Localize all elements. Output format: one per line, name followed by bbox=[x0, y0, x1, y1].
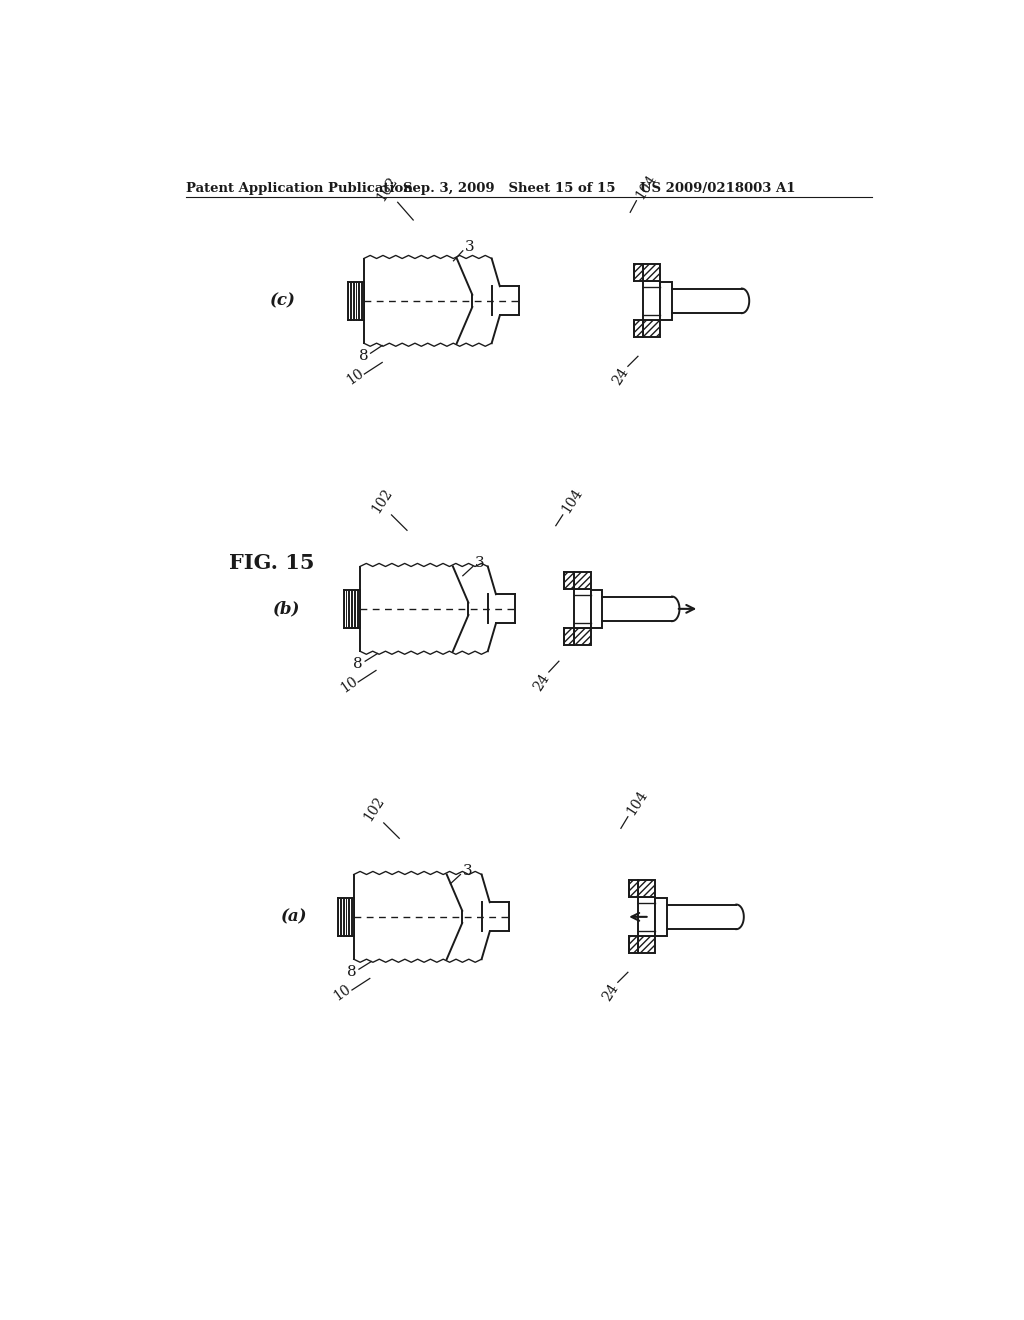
Text: 8: 8 bbox=[347, 965, 356, 979]
Text: 24: 24 bbox=[530, 671, 552, 693]
Bar bbox=[655, 898, 667, 936]
Bar bbox=[638, 898, 655, 936]
Text: 104: 104 bbox=[633, 172, 658, 202]
Polygon shape bbox=[564, 573, 573, 589]
Text: 8: 8 bbox=[358, 350, 369, 363]
Bar bbox=[643, 281, 660, 321]
Polygon shape bbox=[638, 880, 655, 898]
Text: 102: 102 bbox=[375, 174, 400, 205]
Polygon shape bbox=[638, 936, 655, 953]
Text: 102: 102 bbox=[369, 486, 395, 516]
Text: (c): (c) bbox=[270, 292, 296, 309]
Text: (b): (b) bbox=[273, 601, 301, 618]
Polygon shape bbox=[629, 936, 638, 953]
Polygon shape bbox=[564, 628, 573, 645]
Polygon shape bbox=[634, 321, 643, 338]
Text: 3: 3 bbox=[463, 863, 472, 878]
Text: 104: 104 bbox=[559, 486, 585, 516]
Text: FIG. 15: FIG. 15 bbox=[228, 553, 314, 573]
Text: Sep. 3, 2009   Sheet 15 of 15: Sep. 3, 2009 Sheet 15 of 15 bbox=[403, 182, 615, 194]
Polygon shape bbox=[629, 880, 638, 898]
Text: 3: 3 bbox=[465, 240, 475, 253]
Bar bbox=[660, 281, 672, 321]
Polygon shape bbox=[634, 264, 643, 281]
Polygon shape bbox=[643, 264, 660, 281]
Text: 104: 104 bbox=[624, 788, 650, 818]
Text: 10: 10 bbox=[338, 673, 360, 696]
Text: 3: 3 bbox=[475, 556, 484, 570]
Bar bbox=[591, 590, 602, 628]
Text: 10: 10 bbox=[332, 982, 354, 1003]
Text: (a): (a) bbox=[282, 908, 308, 925]
Text: 24: 24 bbox=[599, 981, 621, 1003]
Text: 24: 24 bbox=[609, 366, 631, 388]
Text: 10: 10 bbox=[344, 366, 367, 387]
Polygon shape bbox=[573, 573, 591, 589]
Text: Patent Application Publication: Patent Application Publication bbox=[186, 182, 413, 194]
Text: 8: 8 bbox=[353, 657, 362, 672]
Polygon shape bbox=[573, 628, 591, 645]
Text: US 2009/0218003 A1: US 2009/0218003 A1 bbox=[640, 182, 795, 194]
Bar bbox=[573, 589, 591, 628]
Polygon shape bbox=[643, 321, 660, 338]
Text: 102: 102 bbox=[361, 795, 387, 824]
